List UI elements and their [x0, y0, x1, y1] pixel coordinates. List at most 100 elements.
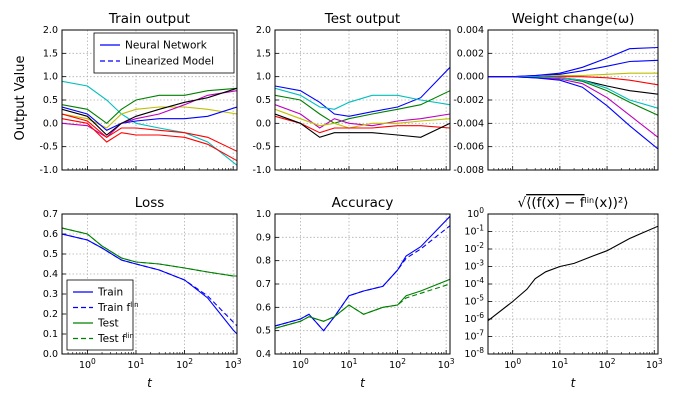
series-line — [275, 225, 450, 332]
y-tick-label: 2.0 — [256, 25, 271, 36]
y-tick-label: 1.0 — [256, 209, 271, 220]
y-tick-label: 0.002 — [457, 48, 484, 59]
shared-y-axis-label: Output Value — [13, 56, 28, 141]
x-tick-label: 102 — [599, 357, 616, 371]
y-tick-label: 0.6 — [256, 302, 271, 313]
y-tick-label: 0.0 — [256, 118, 271, 129]
chart-title: Test output — [324, 11, 400, 27]
legend-label: Train flin — [97, 301, 139, 314]
x-tick-label: 100 — [292, 357, 309, 371]
chart-title: √⟨(f(x) − flin(x))²⟩ — [517, 195, 628, 211]
x-tick-label: 100 — [504, 357, 521, 371]
y-tick-label: 1.0 — [43, 72, 58, 83]
panel-accuracy: Accuracy 0.4 0.5 0.6 0.7 0.8 0.9 1.0 100 101 102 10… — [256, 195, 455, 390]
x-axis-label: t — [571, 376, 577, 390]
y-tick-label: 0.2 — [43, 309, 58, 320]
y-tick-label: 10-5 — [464, 294, 484, 308]
y-tick-label: 1.0 — [256, 72, 271, 83]
x-tick-label: 100 — [79, 357, 96, 371]
series-group — [275, 215, 450, 332]
series-group — [62, 80, 237, 166]
y-tick-label: -0.004 — [453, 118, 484, 129]
y-tick-label: 0.000 — [457, 72, 484, 83]
axes-frame — [61, 29, 238, 171]
panel-rms-diff: √⟨(f(x) − flin(x))²⟩ 100 10-1 10-2 10-3 10-4 1… — [464, 195, 662, 390]
axes-frame — [61, 213, 238, 355]
y-tick-label: -1.0 — [252, 165, 271, 176]
series-line — [62, 233, 237, 327]
y-tick-label: 100 — [467, 206, 484, 220]
y-tick-label: 0.5 — [43, 95, 58, 106]
x-tick-label: 101 — [128, 357, 145, 371]
x-axis-label: t — [360, 376, 366, 390]
panel-test-output: Test output -1.0 -0.5 0.0 0.5 1.0 1.5 2.0 — [252, 11, 451, 176]
y-tick-label: 0.004 — [457, 25, 484, 36]
series-line — [275, 283, 450, 329]
y-tick-label: 0.4 — [43, 269, 58, 280]
y-tick-label: 2.0 — [43, 25, 58, 36]
y-tick-label: -1.0 — [39, 165, 58, 176]
y-tick-label: 10-6 — [464, 311, 484, 325]
y-tick-label: 10-1 — [464, 224, 484, 238]
panel-weight-change: Weight change(ω) -0.008 -0.006 -0.004 -0.002… — [453, 11, 659, 176]
y-tick-label: 0.8 — [256, 256, 271, 267]
y-tick-label: 0.4 — [256, 349, 271, 360]
x-tick-label: 101 — [341, 357, 358, 371]
y-tick-label: 10-8 — [464, 346, 484, 360]
series-group — [488, 46, 658, 150]
x-axis-label: t — [147, 376, 153, 390]
legend-label: Test — [97, 318, 119, 330]
legend-label: Test flin — [97, 332, 134, 345]
series-line — [62, 113, 237, 152]
legend-box — [93, 32, 235, 74]
axes-frame — [487, 29, 659, 171]
series-line — [488, 59, 658, 78]
panel-loss: Loss 0.0 0.1 0.2 0.3 0.4 0.5 0.6 0.7 100 101 102 103… — [43, 195, 242, 390]
legend-label: Linearized Model — [125, 56, 214, 68]
series-line — [488, 76, 658, 116]
y-tick-label: 10-3 — [464, 259, 484, 273]
series-line — [275, 87, 450, 110]
y-tick-label: -0.5 — [252, 142, 271, 153]
series-group — [62, 227, 237, 335]
legend-label: Train — [97, 287, 123, 299]
axes-frame — [487, 213, 659, 355]
series-line — [275, 104, 450, 129]
x-tick-label: 103 — [646, 357, 663, 371]
series-line — [62, 118, 237, 162]
series-line — [488, 76, 658, 86]
y-tick-label: -0.002 — [453, 95, 484, 106]
y-tick-label: 1.5 — [43, 48, 58, 59]
series-line — [275, 66, 450, 117]
y-tick-label: 10-4 — [464, 276, 484, 290]
y-tick-label: 0.3 — [43, 289, 58, 300]
y-tick-label: 0.5 — [256, 95, 271, 106]
axes-frame — [274, 213, 451, 355]
x-tick-label: 101 — [551, 357, 568, 371]
y-tick-label: 0.1 — [43, 329, 58, 340]
series-line — [275, 90, 450, 124]
y-tick-label: 0.0 — [43, 349, 58, 360]
y-tick-label: 0.5 — [256, 326, 271, 337]
y-tick-label: -0.006 — [453, 142, 484, 153]
series-line — [62, 80, 237, 166]
chart-title: Accuracy — [332, 195, 394, 211]
y-tick-label: 0.7 — [43, 209, 58, 220]
panel-train-output: Train output -1.0 -0.5 0.0 0.5 1.0 1.5 2.0 Neura… — [39, 11, 238, 176]
y-tick-label: 10-2 — [464, 241, 484, 255]
chart-title: Weight change(ω) — [512, 11, 635, 27]
y-tick-label: 0.0 — [43, 118, 58, 129]
y-tick-label: 0.7 — [256, 279, 271, 290]
series-line — [62, 87, 237, 136]
series-line — [488, 225, 658, 322]
y-tick-label: 1.5 — [256, 48, 271, 59]
y-tick-label: -0.5 — [39, 142, 58, 153]
x-tick-label: 103 — [438, 357, 455, 371]
axes-frame — [274, 29, 451, 171]
series-line — [275, 113, 450, 138]
series-line — [62, 87, 237, 125]
y-tick-label: -0.008 — [453, 165, 484, 176]
x-tick-label: 102 — [389, 357, 406, 371]
series-group — [275, 66, 450, 138]
